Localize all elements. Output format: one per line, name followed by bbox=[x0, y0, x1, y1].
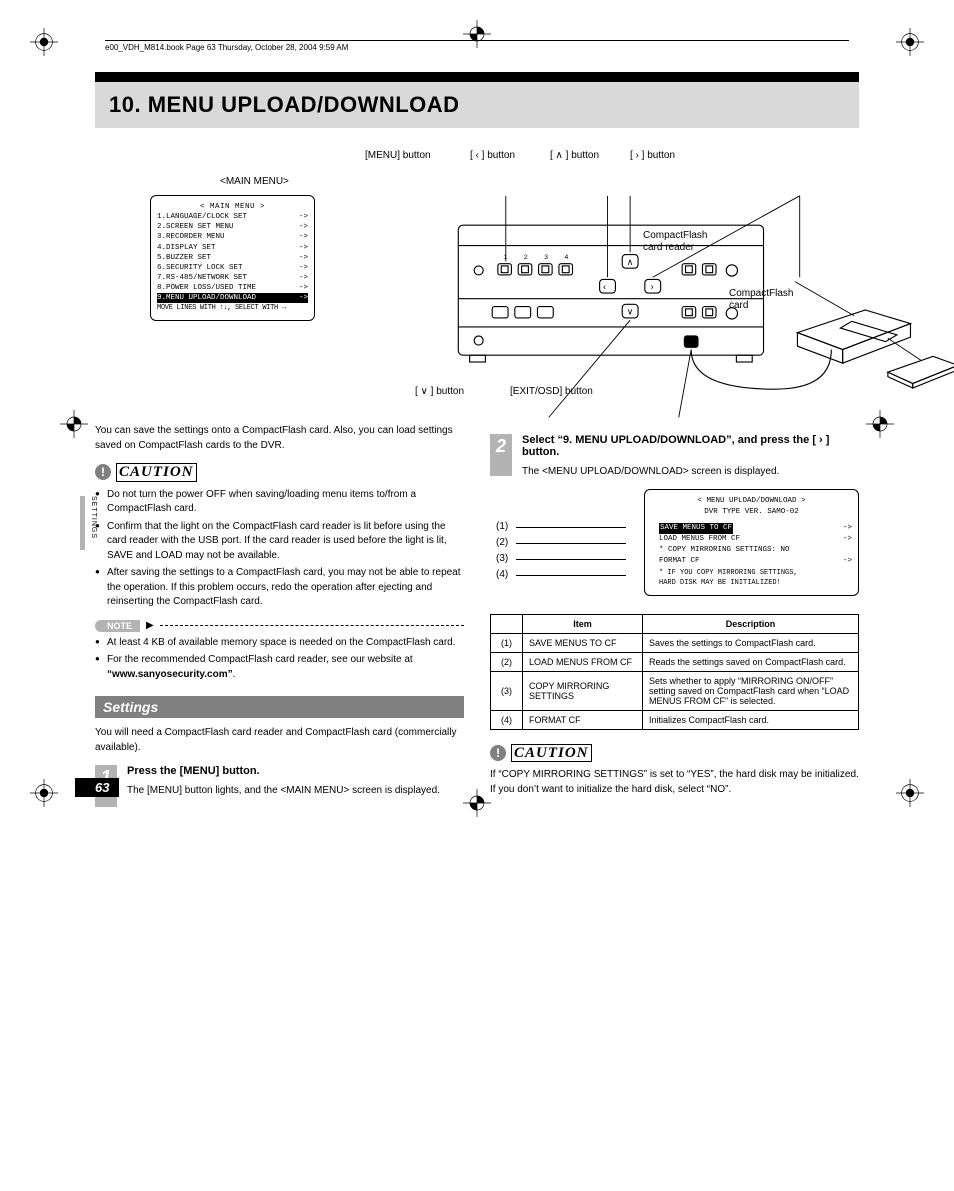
svg-text:›: › bbox=[650, 282, 653, 292]
table-cell: Saves the settings to CompactFlash card. bbox=[643, 633, 859, 652]
svg-text:2: 2 bbox=[524, 254, 528, 261]
caution-item: Do not turn the power OFF when saving/lo… bbox=[95, 488, 464, 517]
main-menu-row: 4.DISPLAY SET-> bbox=[157, 243, 308, 253]
page-title: 10. MENU UPLOAD/DOWNLOAD bbox=[109, 92, 845, 118]
caution-item: After saving the settings to a CompactFl… bbox=[95, 566, 464, 610]
caution-2-icon: ! bbox=[490, 745, 506, 761]
table-cell: (3) bbox=[491, 671, 523, 710]
main-menu-row: 6.SECURITY LOCK SET-> bbox=[157, 263, 308, 273]
step-2-text: The <MENU UPLOAD/DOWNLOAD> screen is dis… bbox=[522, 464, 859, 479]
upload-download-screen: < MENU UPLOAD/DOWNLOAD > DVR TYPE VER. S… bbox=[644, 489, 859, 596]
table-cell: FORMAT CF bbox=[523, 710, 643, 729]
note-item: At least 4 KB of available memory space … bbox=[95, 636, 464, 651]
label-up-button: [ ∧ ] button bbox=[550, 150, 599, 161]
label-right-button: [ › ] button bbox=[630, 150, 675, 161]
table-cell: SAVE MENUS TO CF bbox=[523, 633, 643, 652]
caution-2-label: CAUTION bbox=[511, 744, 592, 763]
note-heading: NOTE ▶ bbox=[95, 620, 464, 632]
svg-text:‹: ‹ bbox=[603, 282, 606, 292]
screen-note-1: * IF YOU COPY MIRRORING SETTINGS, bbox=[651, 568, 852, 579]
step-1-title: Press the [MENU] button. bbox=[127, 765, 464, 777]
settings-heading: Settings bbox=[95, 696, 464, 718]
table-row: (2)LOAD MENUS FROM CFReads the settings … bbox=[491, 652, 859, 671]
table-header: Description bbox=[643, 614, 859, 633]
title-black-bar bbox=[95, 72, 859, 82]
table-row: (4)FORMAT CFInitializes CompactFlash car… bbox=[491, 710, 859, 729]
table-cell: (1) bbox=[491, 633, 523, 652]
screen-note-2: HARD DISK MAY BE INITIALIZED! bbox=[651, 578, 852, 589]
svg-text:3: 3 bbox=[544, 254, 548, 261]
step-1: 1 Press the [MENU] button. The [MENU] bu… bbox=[95, 765, 464, 807]
label-menu-button: [MENU] button bbox=[365, 150, 431, 161]
callout-2: (2) bbox=[496, 537, 508, 548]
main-menu-row: 5.BUZZER SET-> bbox=[157, 253, 308, 263]
callout-4: (4) bbox=[496, 569, 508, 580]
description-table: ItemDescription (1)SAVE MENUS TO CFSaves… bbox=[490, 614, 859, 730]
side-tab bbox=[80, 496, 85, 550]
svg-text:∨: ∨ bbox=[627, 307, 634, 317]
table-row: (1)SAVE MENUS TO CFSaves the settings to… bbox=[491, 633, 859, 652]
main-menu-row: 8.POWER LOSS/USED TIME-> bbox=[157, 283, 308, 293]
screen-subtitle: DVR TYPE VER. SAMO-02 bbox=[651, 507, 852, 518]
main-menu-title: < MAIN MENU > bbox=[157, 202, 308, 212]
note-item: For the recommended CompactFlash card re… bbox=[95, 653, 464, 682]
caution-heading: ! CAUTION bbox=[95, 463, 464, 482]
table-row: (3)COPY MIRRORING SETTINGSSets whether t… bbox=[491, 671, 859, 710]
device-diagram: [MENU] button [ ‹ ] button [ ∧ ] button … bbox=[95, 150, 859, 410]
table-cell: (2) bbox=[491, 652, 523, 671]
note-label: NOTE bbox=[95, 620, 140, 632]
callout-1: (1) bbox=[496, 521, 508, 532]
screen-row: LOAD MENUS FROM CF-> bbox=[651, 534, 852, 545]
caution-item: Confirm that the light on the CompactFla… bbox=[95, 520, 464, 564]
table-cell: LOAD MENUS FROM CF bbox=[523, 652, 643, 671]
label-left-button: [ ‹ ] button bbox=[470, 150, 515, 161]
step-1-text: The [MENU] button lights, and the <MAIN … bbox=[127, 783, 464, 798]
table-cell: COPY MIRRORING SETTINGS bbox=[523, 671, 643, 710]
main-menu-row: 7.RS-485/NETWORK SET-> bbox=[157, 273, 308, 283]
upload-download-screen-wrap: (1) (2) (3) (4) < MENU UPLOAD/DOWNLOAD >… bbox=[490, 489, 859, 596]
label-main-menu: <MAIN MENU> bbox=[220, 176, 289, 187]
table-header bbox=[491, 614, 523, 633]
main-menu-row: 1.LANGUAGE/CLOCK SET-> bbox=[157, 212, 308, 222]
svg-text:4: 4 bbox=[565, 254, 569, 261]
page-number: 63 bbox=[75, 778, 119, 797]
table-header: Item bbox=[523, 614, 643, 633]
note-arrow-icon: ▶ bbox=[146, 620, 154, 631]
device-line-art: 1 2 3 4 ∧ ‹ ∨ › bbox=[325, 180, 954, 440]
caution-icon: ! bbox=[95, 464, 111, 480]
screen-title: < MENU UPLOAD/DOWNLOAD > bbox=[651, 496, 852, 507]
table-cell: Reads the settings saved on CompactFlash… bbox=[643, 652, 859, 671]
left-column: You can save the settings onto a Compact… bbox=[95, 424, 464, 807]
main-menu-footer: MOVE LINES WITH ↑↓, SELECT WITH → bbox=[157, 304, 308, 313]
table-cell: (4) bbox=[491, 710, 523, 729]
caution-list: Do not turn the power OFF when saving/lo… bbox=[95, 488, 464, 610]
table-cell: Initializes CompactFlash card. bbox=[643, 710, 859, 729]
screen-row: FORMAT CF-> bbox=[651, 556, 852, 567]
main-menu-screen: < MAIN MENU > 1.LANGUAGE/CLOCK SET->2.SC… bbox=[150, 195, 315, 321]
callout-3: (3) bbox=[496, 553, 508, 564]
screen-row: SAVE MENUS TO CF-> bbox=[651, 523, 852, 534]
note-list: At least 4 KB of available memory space … bbox=[95, 636, 464, 683]
header-metadata: e00_VDH_M814.book Page 63 Thursday, Octo… bbox=[105, 40, 849, 52]
table-cell: Sets whether to apply “MIRRORING ON/OFF”… bbox=[643, 671, 859, 710]
caution-2-heading: ! CAUTION bbox=[490, 744, 859, 763]
caution-2-text: If “COPY MIRRORING SETTINGS” is set to “… bbox=[490, 768, 859, 797]
right-column: 2 Select “9. MENU UPLOAD/DOWNLOAD”, and … bbox=[490, 424, 859, 807]
main-menu-row: 2.SCREEN SET MENU-> bbox=[157, 222, 308, 232]
caution-label: CAUTION bbox=[116, 463, 197, 482]
title-bar: 10. MENU UPLOAD/DOWNLOAD bbox=[95, 82, 859, 128]
step-2: 2 Select “9. MENU UPLOAD/DOWNLOAD”, and … bbox=[490, 434, 859, 479]
step-2-number: 2 bbox=[490, 434, 512, 476]
main-menu-highlight: 9.MENU UPLOAD/DOWNLOAD-> bbox=[157, 293, 308, 303]
svg-text:∧: ∧ bbox=[627, 257, 634, 267]
screen-row: * COPY MIRRORING SETTINGS: NO bbox=[651, 545, 852, 556]
settings-text: You will need a CompactFlash card reader… bbox=[95, 726, 464, 755]
main-menu-row: 3.RECORDER MENU-> bbox=[157, 232, 308, 242]
